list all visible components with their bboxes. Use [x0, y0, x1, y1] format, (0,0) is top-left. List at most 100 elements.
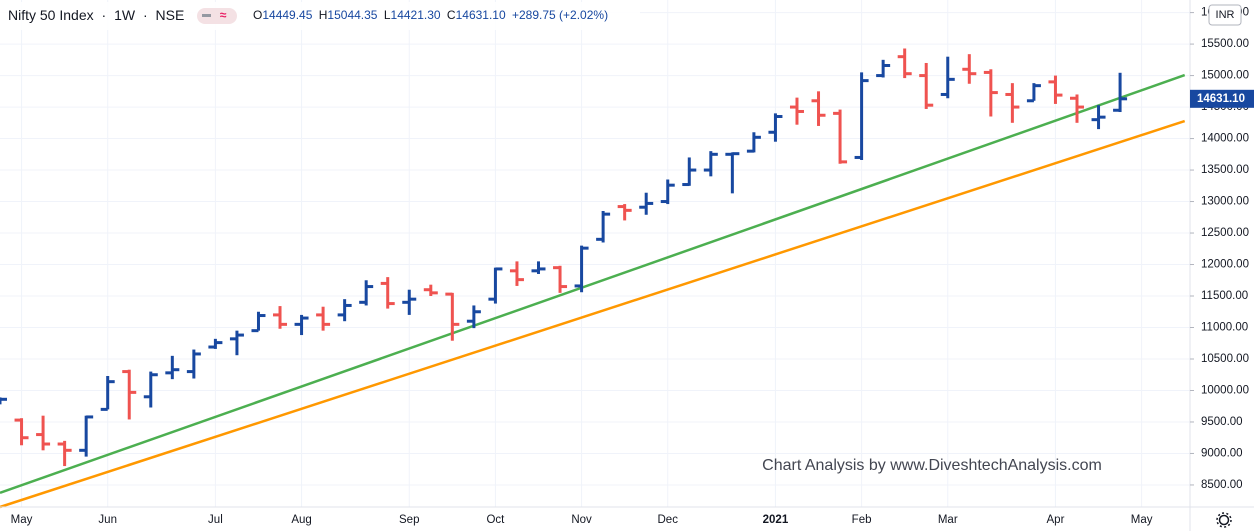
o-value: 14449.45	[262, 8, 312, 22]
icon: ≈	[220, 8, 227, 22]
currency-box[interactable]	[1208, 4, 1242, 26]
x-tick-label: Jun	[98, 514, 117, 526]
ohlc-bar	[466, 305, 481, 329]
ohlc-bar	[1070, 94, 1084, 123]
x-tick-label: Oct	[486, 514, 505, 526]
ohlc-bar	[725, 152, 740, 194]
x-tick-label: Mar	[938, 514, 958, 526]
ohlc-bar	[294, 314, 309, 336]
ohlc-bar	[531, 261, 546, 274]
ohlc-bar	[1026, 83, 1041, 103]
ohlc-bar	[940, 56, 955, 99]
ohlc-bar	[402, 289, 417, 315]
y-tick-label: 10500.00	[1201, 353, 1249, 365]
ohlc-bar	[1113, 72, 1128, 113]
ohlc-bar	[208, 338, 223, 349]
ohlc-bar	[703, 151, 718, 177]
ohlc-bar	[251, 311, 266, 333]
ohlc-legend: O14449.45 H15044.35 L14421.30 C14631.10 …	[253, 8, 608, 22]
change: +289.75 (+2.02%)	[512, 8, 608, 22]
x-tick-label: Jul	[208, 514, 223, 526]
ohlc-bar	[811, 91, 826, 126]
ohlc-bar	[833, 109, 848, 164]
ohlc-bar	[423, 284, 438, 297]
ohlc-bar	[57, 440, 72, 467]
ohlc-bar	[617, 204, 632, 221]
x-tick-label: Apr	[1047, 514, 1065, 526]
y-tick-label: 8500.00	[1201, 479, 1243, 491]
ohlc-bar	[165, 355, 180, 380]
ohlc-bar	[359, 280, 374, 306]
ohlc-bar	[143, 371, 158, 408]
ohlc-bar	[553, 265, 568, 293]
plot	[0, 48, 1186, 509]
ohlc-bar	[746, 132, 761, 153]
y-tick-label: 11000.00	[1201, 322, 1248, 334]
y-tick-label: 11500.00	[1201, 290, 1248, 302]
h-label: H	[319, 8, 328, 22]
l-label: L	[384, 8, 391, 22]
ohlc-bar	[100, 375, 115, 411]
watermark: Chart Analysis by www.DiveshtechAnalysis…	[762, 457, 1102, 474]
c-label: C	[447, 8, 456, 22]
ohlc-bar	[36, 415, 51, 451]
ohlc-bar	[876, 59, 891, 78]
x-tick-label: 2021	[763, 514, 789, 526]
ohlc-bar	[229, 330, 244, 356]
ohlc-bar	[445, 292, 460, 341]
symbol: Nifty 50 Index	[8, 7, 94, 23]
h-value: 15044.35	[327, 8, 377, 22]
ohlc-bar	[186, 349, 201, 379]
y-tick-label: 13500.00	[1201, 164, 1249, 176]
ohlc-bar	[273, 306, 288, 329]
ohlc-bar	[488, 267, 503, 304]
ohlc-bar	[316, 306, 331, 331]
o-label: O	[253, 8, 262, 22]
trendline	[0, 119, 1186, 509]
ohlc-bar	[789, 97, 804, 125]
ohlc-bar	[962, 54, 977, 84]
last-price-label: 14631.10	[1197, 93, 1245, 105]
interval: 1W	[114, 7, 136, 23]
exchange: NSE	[156, 7, 185, 23]
ohlc-bar	[380, 277, 395, 309]
ohlc-bar	[1048, 75, 1063, 104]
ohlc-bar	[0, 397, 7, 405]
ohlc-bar	[639, 192, 654, 215]
y-tick-label: 15000.00	[1201, 70, 1249, 82]
legend-background	[0, 2, 640, 30]
settings-icon[interactable]	[1216, 512, 1232, 528]
ohlc-bar	[596, 210, 611, 243]
separator: ·	[102, 7, 107, 23]
y-tick-label: 12500.00	[1201, 227, 1249, 239]
ohlc-bar	[79, 415, 94, 457]
y-tick-label: 12000.00	[1201, 259, 1249, 271]
ohlc-bar	[919, 62, 934, 109]
ohlc-bar	[897, 48, 912, 79]
currency: INR	[1216, 9, 1235, 21]
indicator-pill[interactable]	[197, 8, 237, 24]
x-tick-label: Aug	[291, 514, 311, 526]
y-tick-label: 15500.00	[1201, 38, 1249, 50]
ohlc-bar	[682, 157, 697, 187]
x-tick-label: Feb	[852, 514, 872, 526]
ohlc-bar	[1091, 105, 1106, 130]
c-value: 14631.10	[456, 8, 506, 22]
ohlc-bar	[768, 113, 783, 142]
x-tick-label: May	[1131, 514, 1153, 526]
x-tick-label: Nov	[571, 514, 592, 526]
separator: ·	[143, 7, 148, 23]
x-tick-label: Sep	[399, 514, 419, 526]
y-tick-label: 9000.00	[1201, 447, 1243, 459]
y-tick-label: 13000.00	[1201, 196, 1249, 208]
trendline	[0, 73, 1186, 495]
symbol-legend: Nifty 50 Index · 1W · NSE	[8, 7, 184, 23]
y-tick-label: 9500.00	[1201, 416, 1243, 428]
gear-teeth	[1216, 512, 1232, 528]
ohlc-bar	[574, 245, 589, 293]
axes: 8500.00 9000.00 9500.00 10000.00 10500.00 110…	[11, 7, 1254, 526]
ohlc-bar	[660, 179, 675, 205]
ohlc-bar	[1005, 83, 1020, 123]
